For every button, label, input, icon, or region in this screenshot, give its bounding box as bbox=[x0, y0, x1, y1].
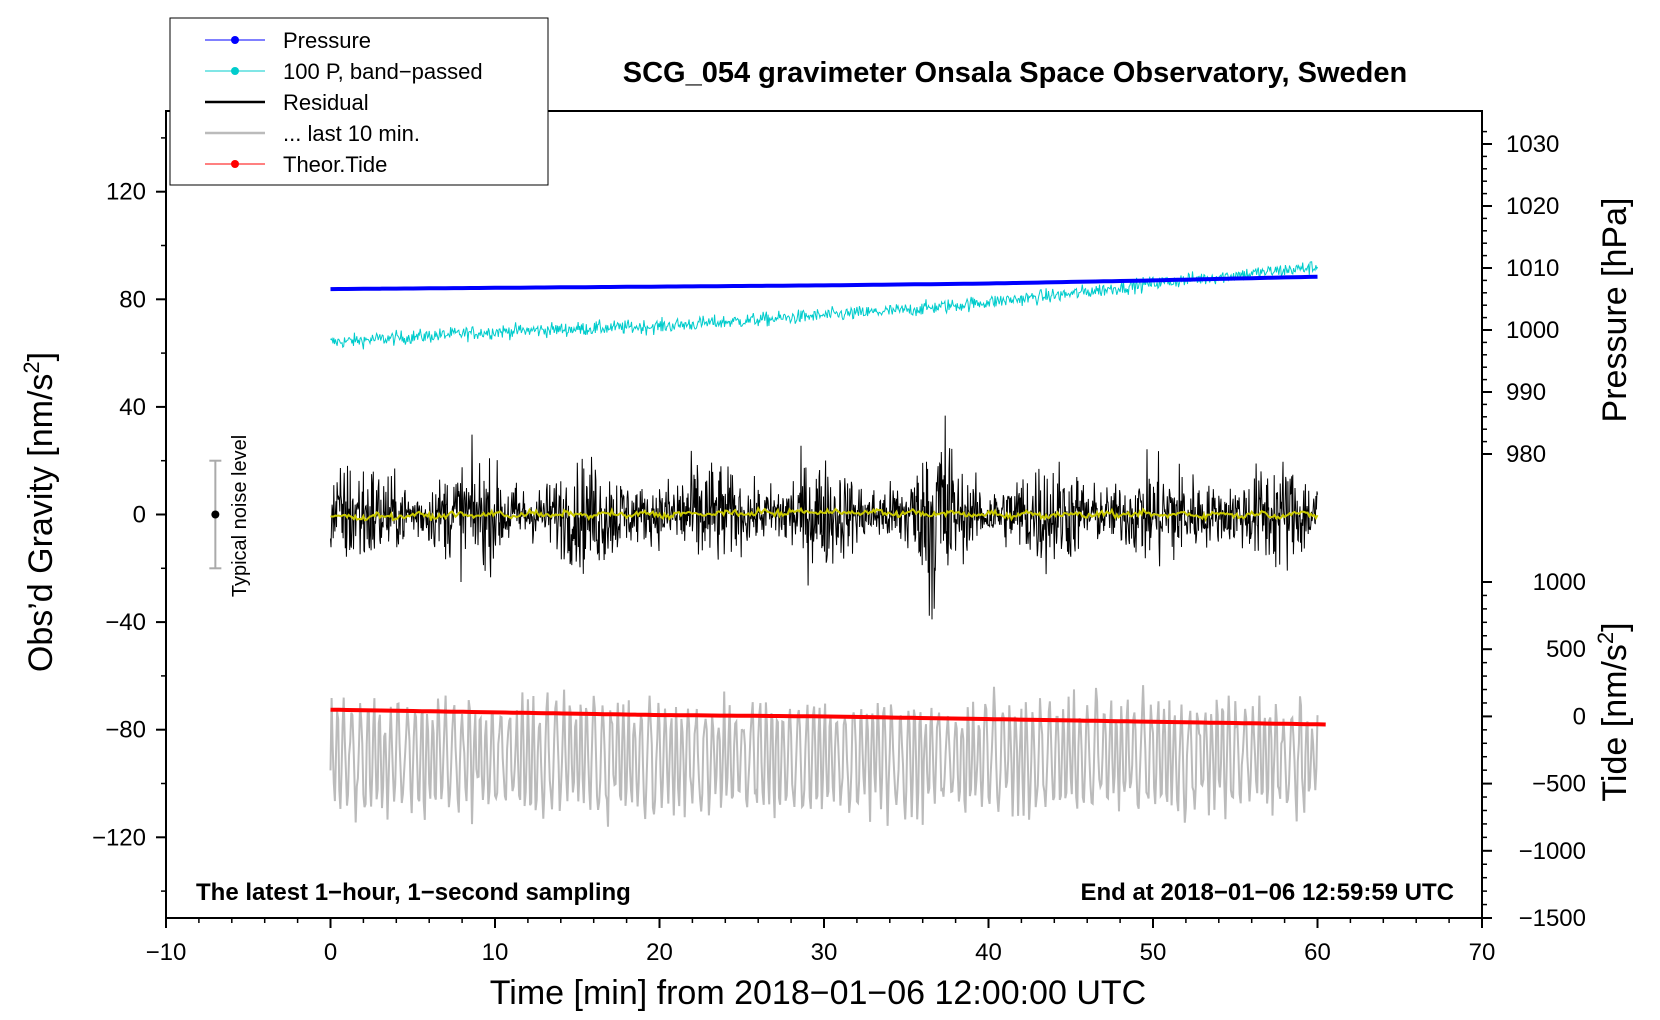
legend-label: Theor.Tide bbox=[283, 152, 387, 177]
legend-items: Pressure 100 P, band−passed Residual ... la… bbox=[205, 28, 483, 177]
legend-marker bbox=[231, 36, 239, 44]
y-axis-title-tide-text: Tide [nm/s bbox=[1596, 644, 1634, 801]
series-theoretical-tide bbox=[330, 707, 1326, 727]
y-axis-title-gravity-sup: 2 bbox=[19, 361, 44, 373]
x-axis-title: Time [min] from 2018−01−06 12:00:00 UTC bbox=[490, 974, 1146, 1012]
y-axis-title-tide-sup: 2 bbox=[1593, 632, 1618, 644]
legend-label: 100 P, band−passed bbox=[283, 59, 483, 84]
annotation-bottom-left: The latest 1−hour, 1−second sampling bbox=[196, 879, 631, 906]
y-tick-label: 0 bbox=[133, 502, 146, 529]
tide-tick-label: 0 bbox=[1573, 703, 1586, 730]
pressure-tick-label: 1010 bbox=[1506, 255, 1559, 282]
typical-noise-bar bbox=[209, 459, 222, 570]
legend-marker bbox=[231, 160, 239, 168]
tide-tick-label: 500 bbox=[1546, 636, 1586, 663]
y-tick-label: −120 bbox=[92, 824, 146, 851]
tide-tick-label: −500 bbox=[1532, 771, 1586, 798]
y-tick-label: −80 bbox=[105, 717, 146, 744]
series-residual bbox=[330, 415, 1318, 620]
noise-level-label: Typical noise level bbox=[229, 435, 251, 597]
tide-tick-label: 1000 bbox=[1533, 569, 1586, 596]
chart-title: SCG_054 gravimeter Onsala Space Observat… bbox=[623, 57, 1407, 89]
x-tick-label: −10 bbox=[146, 939, 187, 966]
x-tick-label: 70 bbox=[1469, 939, 1496, 966]
legend: Pressure 100 P, band−passed Residual ... la… bbox=[169, 17, 549, 186]
y-axis-title-tide-close: ] bbox=[1596, 622, 1634, 631]
x-tick-label: 0 bbox=[324, 939, 337, 966]
y-tick-label: 80 bbox=[119, 286, 146, 313]
pressure-tick-label: 1000 bbox=[1506, 317, 1559, 344]
x-tick-label: 30 bbox=[811, 939, 838, 966]
x-tick-label: 40 bbox=[975, 939, 1002, 966]
x-tick-label: 10 bbox=[482, 939, 509, 966]
y-axis-title-gravity: Obs’d Gravity [nm/s2] bbox=[19, 352, 60, 672]
legend-label: ... last 10 min. bbox=[283, 121, 420, 146]
pressure-tick-label: 1030 bbox=[1506, 131, 1559, 158]
series-band-passed-pressure bbox=[330, 261, 1318, 350]
y-tick-label: 40 bbox=[119, 394, 146, 421]
x-tick-label: 50 bbox=[1140, 939, 1167, 966]
series-pressure bbox=[330, 274, 1318, 292]
tide-tick-label: −1000 bbox=[1519, 838, 1586, 865]
pressure-tick-label: 980 bbox=[1506, 441, 1546, 468]
axis-ticks: −10 0 10 20 30 40 50 60 7012080400−40−80−1201030… bbox=[92, 130, 1586, 966]
plot-area bbox=[329, 261, 1326, 827]
y-axis-title-pressure: Pressure [hPa] bbox=[1596, 198, 1634, 423]
pressure-tick-label: 1020 bbox=[1506, 193, 1559, 220]
y-axis-title-gravity-close: ] bbox=[22, 352, 60, 361]
tide-tick-label: −1500 bbox=[1519, 905, 1586, 932]
x-tick-label: 20 bbox=[646, 939, 673, 966]
legend-marker bbox=[231, 67, 239, 75]
pressure-tick-label: 990 bbox=[1506, 379, 1546, 406]
y-tick-label: −40 bbox=[105, 609, 146, 636]
y-axis-title-gravity-text: Obs’d Gravity [nm/s bbox=[22, 374, 60, 673]
x-tick-label: 60 bbox=[1304, 939, 1331, 966]
legend-label: Pressure bbox=[283, 28, 371, 53]
y-axis-title-tide: Tide [nm/s2] bbox=[1593, 622, 1634, 801]
annotation-bottom-right: End at 2018−01−06 12:59:59 UTC bbox=[1080, 879, 1454, 906]
series-residual-smoothed bbox=[330, 506, 1319, 523]
series-last-10-min bbox=[329, 685, 1319, 827]
legend-label: Residual bbox=[283, 90, 369, 115]
noise-bar-center-dot bbox=[211, 510, 220, 519]
y-tick-label: 120 bbox=[106, 179, 146, 206]
